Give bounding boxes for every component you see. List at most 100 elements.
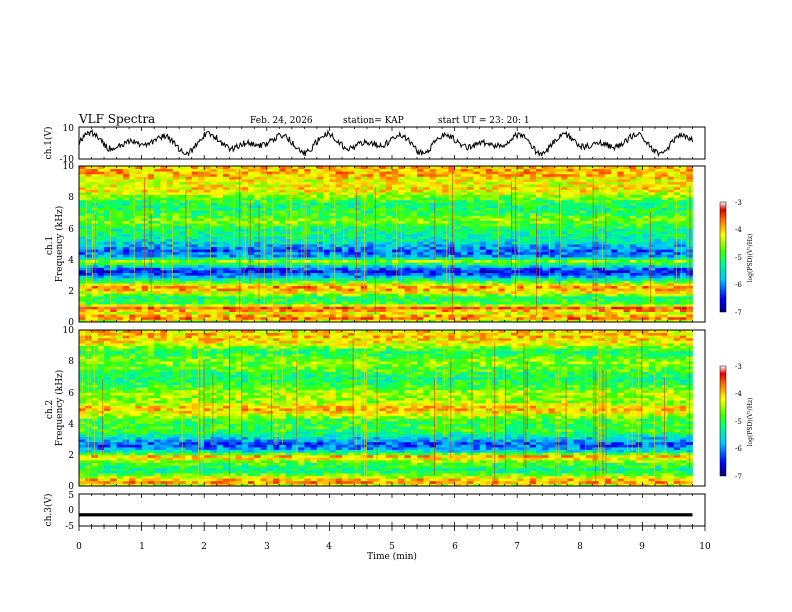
ch1-spectrogram-cell <box>348 301 355 305</box>
ch1-spectrogram-cell <box>185 306 193 310</box>
ch1-spectrogram-cell <box>404 225 412 229</box>
ch1-spectrogram-cell <box>517 249 524 253</box>
ch1-spectrogram-cell <box>110 231 117 234</box>
ch1-spectrogram-cell <box>548 303 556 307</box>
ch1-spectrogram-cell <box>429 319 437 323</box>
ch1-spectrogram-cell <box>623 301 631 305</box>
ch1-spectrogram-cell <box>266 314 274 318</box>
ch1-spectrogram-cell <box>586 225 593 229</box>
ch1-spectrogram-cell <box>442 249 449 253</box>
ch1-spectrogram-cell <box>366 202 374 206</box>
ch1-spectrogram-cell <box>485 228 493 232</box>
ch1-spectrogram-cell <box>460 251 468 255</box>
ch1-spectrogram-cell <box>229 192 236 195</box>
ch1-spectrogram-cell <box>623 228 631 232</box>
ch1-spectrogram-cell <box>579 220 587 224</box>
ch1-spectrogram-cell <box>661 311 668 315</box>
ch1-spectrogram-cell <box>517 236 524 240</box>
ch1-spectrogram-cell <box>479 301 487 305</box>
ch1-spectrogram-cell <box>517 270 524 273</box>
ch1-spectrogram-cell <box>410 254 418 258</box>
ch1-spectrogram-cell <box>348 202 355 206</box>
ch1-spectrogram-cell <box>323 251 330 255</box>
ch1-spectrogram-cell <box>285 225 293 229</box>
ch1-spectrogram-cell <box>204 233 211 237</box>
ch1-spectrogram-cell <box>636 231 643 234</box>
ch1-spectrogram-cell <box>535 189 543 193</box>
ch1-spectrogram-cell <box>485 207 493 211</box>
ch1-spectrogram-cell <box>673 241 681 245</box>
ch1-spectrogram-cell <box>323 280 330 284</box>
ch1-spectrogram-cell <box>623 280 631 284</box>
ch1-spectrogram-cell <box>448 210 455 214</box>
ch1-spectrogram-cell <box>97 293 105 297</box>
ch1-spectrogram-cell <box>404 238 412 242</box>
ch1-spectrogram-cell <box>179 225 186 229</box>
ch1-spectrogram-cell <box>229 262 236 266</box>
ch1-spectrogram-cell <box>473 249 481 253</box>
ch1-spectrogram-cell <box>379 293 387 297</box>
ch1-spectrogram-cell <box>379 275 387 279</box>
ch1-spectrogram-cell <box>629 270 637 273</box>
ch1-spectrogram-cell <box>348 306 355 310</box>
ch1-spectrogram-cell <box>667 228 675 232</box>
ch1-spectrogram-cell <box>154 309 161 312</box>
ch1-spectrogram-cell <box>210 223 218 227</box>
ch1-spectrogram-cell <box>517 220 524 224</box>
ch1-spectrogram-cell <box>417 319 424 323</box>
ch1-spectrogram-cell <box>586 207 593 211</box>
ch1-spectrogram-cell <box>135 267 142 271</box>
ch1-spectrogram-cell <box>260 194 268 198</box>
ch1-spectrogram-cell <box>667 283 675 286</box>
ch1-spectrogram-cell <box>498 228 506 232</box>
ch1-spectrogram-cell <box>279 319 286 323</box>
ch1-spectrogram-cell <box>216 238 224 242</box>
ch1-spectrogram-cell <box>448 194 455 198</box>
ch1-spectrogram-cell <box>248 290 255 294</box>
ch1-spectrogram-cell <box>586 277 593 281</box>
ch1-spectrogram-cell <box>335 277 343 281</box>
ch1-spectrogram-cell <box>172 223 180 227</box>
ch1-spectrogram-cell <box>360 309 368 312</box>
ch1-spectrogram-cell <box>623 275 631 279</box>
ch1-spectrogram-cell <box>254 296 261 299</box>
ch1-spectrogram-cell <box>310 244 318 247</box>
ch1-spectrogram-cell <box>679 293 687 297</box>
ch1-spectrogram-cell <box>579 257 587 260</box>
ch1-spectrogram-cell <box>410 262 418 266</box>
ch1-spectrogram-cell <box>204 298 211 302</box>
ch1-spectrogram-cell <box>398 319 405 323</box>
ch1-spectrogram-cell <box>636 259 643 263</box>
ch1-spectrogram-cell <box>604 225 612 229</box>
ch1-spectrogram-cell <box>97 212 105 216</box>
ch1-spectrogram-cell <box>548 249 556 253</box>
ch1-spectrogram-cell <box>191 257 199 260</box>
ch1-spectrogram-cell <box>298 197 305 201</box>
ch1-spectrogram-cell <box>410 270 418 273</box>
ch1-spectrogram-cell <box>410 249 418 253</box>
ch1-spectrogram-cell <box>460 220 468 224</box>
ch1-spectrogram-cell <box>197 194 205 198</box>
ch1-spectrogram-cell <box>510 309 518 312</box>
ch1-spectrogram-cell <box>241 262 249 266</box>
ch1-spectrogram-cell <box>366 197 374 201</box>
ch1-spectrogram-cell <box>598 314 606 318</box>
ch1-spectrogram-cell <box>410 306 418 310</box>
ch1-spectrogram-cell <box>648 301 656 305</box>
ch1-spectrogram-cell <box>479 296 487 299</box>
ch1-spectrogram-cell <box>504 259 512 263</box>
ch1-spectrogram-cell <box>548 259 556 263</box>
ch1-spectrogram-cell <box>410 220 418 224</box>
ch1-spectrogram-cell <box>135 270 142 273</box>
ch1-spectrogram-cell <box>316 220 324 224</box>
ch1-spectrogram-cell <box>567 225 574 229</box>
ch1-spectrogram-cell <box>510 259 518 263</box>
ch1-spectrogram-cell <box>254 228 261 232</box>
ch1-spectrogram-cell <box>654 288 662 292</box>
ch1-spectrogram-cell <box>179 199 186 203</box>
ch1-spectrogram-cell <box>273 290 280 294</box>
ch1-spectrogram-cell <box>116 212 124 216</box>
ch1-spectrogram-cell <box>629 280 637 284</box>
ch1-spectrogram-cell <box>523 264 531 268</box>
ch1-spectrogram-cell <box>417 249 424 253</box>
